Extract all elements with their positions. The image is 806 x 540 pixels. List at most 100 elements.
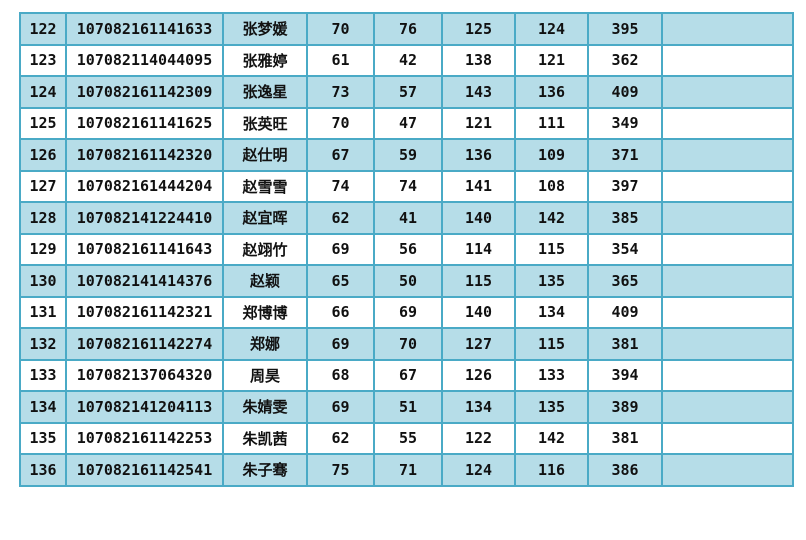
total-score-cell: 381 <box>587 327 663 361</box>
score-1-cell: 67 <box>306 138 375 172</box>
total-score-cell: 385 <box>587 201 663 235</box>
candidate-id-cell: 107082114044095 <box>65 43 224 77</box>
row-number-cell: 131 <box>19 295 67 329</box>
score-3-cell: 138 <box>441 43 516 77</box>
remark-cell <box>661 75 794 109</box>
table-row: 127 107082161444204 赵雪雪 74 74 141 108 397 <box>19 169 794 203</box>
remark-cell <box>661 201 794 235</box>
remark-cell <box>661 295 794 329</box>
score-3-cell: 141 <box>441 169 516 203</box>
candidate-name-cell: 郑娜 <box>222 327 308 361</box>
score-1-cell: 65 <box>306 264 375 298</box>
remark-cell <box>661 390 794 424</box>
score-4-cell: 135 <box>514 390 589 424</box>
score-1-cell: 68 <box>306 358 375 392</box>
score-4-cell: 142 <box>514 201 589 235</box>
table-row: 123 107082114044095 张雅婷 61 42 138 121 362 <box>19 43 794 77</box>
row-number-cell: 129 <box>19 232 67 266</box>
row-number-cell: 135 <box>19 421 67 455</box>
score-3-cell: 124 <box>441 453 516 487</box>
table-row: 135 107082161142253 朱凯茜 62 55 122 142 381 <box>19 421 794 455</box>
row-number-cell: 128 <box>19 201 67 235</box>
candidate-name-cell: 赵雪雪 <box>222 169 308 203</box>
score-4-cell: 116 <box>514 453 589 487</box>
score-2-cell: 41 <box>373 201 443 235</box>
table-row: 133 107082137064320 周昊 68 67 126 133 394 <box>19 358 794 392</box>
score-4-cell: 124 <box>514 12 589 46</box>
candidate-id-cell: 107082161444204 <box>65 169 224 203</box>
row-number-cell: 130 <box>19 264 67 298</box>
score-1-cell: 70 <box>306 106 375 140</box>
remark-cell <box>661 138 794 172</box>
total-score-cell: 381 <box>587 421 663 455</box>
total-score-cell: 354 <box>587 232 663 266</box>
table-row: 126 107082161142320 赵仕明 67 59 136 109 371 <box>19 138 794 172</box>
row-number-cell: 133 <box>19 358 67 392</box>
score-4-cell: 142 <box>514 421 589 455</box>
score-4-cell: 133 <box>514 358 589 392</box>
total-score-cell: 362 <box>587 43 663 77</box>
score-1-cell: 69 <box>306 232 375 266</box>
score-2-cell: 59 <box>373 138 443 172</box>
score-4-cell: 108 <box>514 169 589 203</box>
candidate-name-cell: 朱子骞 <box>222 453 308 487</box>
table-row: 128 107082141224410 赵宜晖 62 41 140 142 385 <box>19 201 794 235</box>
remark-cell <box>661 264 794 298</box>
score-1-cell: 75 <box>306 453 375 487</box>
candidate-id-cell: 107082161141643 <box>65 232 224 266</box>
candidate-id-cell: 107082141414376 <box>65 264 224 298</box>
score-1-cell: 62 <box>306 421 375 455</box>
row-number-cell: 125 <box>19 106 67 140</box>
score-4-cell: 109 <box>514 138 589 172</box>
candidate-name-cell: 赵仕明 <box>222 138 308 172</box>
score-1-cell: 73 <box>306 75 375 109</box>
total-score-cell: 397 <box>587 169 663 203</box>
row-number-cell: 124 <box>19 75 67 109</box>
score-3-cell: 126 <box>441 358 516 392</box>
score-2-cell: 76 <box>373 12 443 46</box>
score-4-cell: 136 <box>514 75 589 109</box>
candidate-id-cell: 107082141204113 <box>65 390 224 424</box>
row-number-cell: 126 <box>19 138 67 172</box>
row-number-cell: 132 <box>19 327 67 361</box>
score-3-cell: 140 <box>441 201 516 235</box>
total-score-cell: 389 <box>587 390 663 424</box>
score-2-cell: 69 <box>373 295 443 329</box>
total-score-cell: 365 <box>587 264 663 298</box>
table-body: 122 107082161141633 张梦媛 70 76 125 124 395 123 107… <box>19 12 794 487</box>
score-3-cell: 125 <box>441 12 516 46</box>
score-2-cell: 55 <box>373 421 443 455</box>
score-2-cell: 70 <box>373 327 443 361</box>
table-row: 131 107082161142321 郑博博 66 69 140 134 409 <box>19 295 794 329</box>
candidate-name-cell: 赵颖 <box>222 264 308 298</box>
score-2-cell: 74 <box>373 169 443 203</box>
candidate-id-cell: 107082137064320 <box>65 358 224 392</box>
remark-cell <box>661 453 794 487</box>
remark-cell <box>661 421 794 455</box>
candidate-name-cell: 赵宜晖 <box>222 201 308 235</box>
score-3-cell: 140 <box>441 295 516 329</box>
score-4-cell: 111 <box>514 106 589 140</box>
total-score-cell: 386 <box>587 453 663 487</box>
score-2-cell: 57 <box>373 75 443 109</box>
table-row: 132 107082161142274 郑娜 69 70 127 115 381 <box>19 327 794 361</box>
score-4-cell: 115 <box>514 232 589 266</box>
remark-cell <box>661 358 794 392</box>
table-row: 125 107082161141625 张英旺 70 47 121 111 349 <box>19 106 794 140</box>
table-row: 130 107082141414376 赵颖 65 50 115 135 365 <box>19 264 794 298</box>
row-number-cell: 127 <box>19 169 67 203</box>
score-1-cell: 62 <box>306 201 375 235</box>
candidate-id-cell: 107082161142253 <box>65 421 224 455</box>
total-score-cell: 395 <box>587 12 663 46</box>
candidate-id-cell: 107082161142274 <box>65 327 224 361</box>
candidate-id-cell: 107082161142541 <box>65 453 224 487</box>
total-score-cell: 371 <box>587 138 663 172</box>
candidate-name-cell: 张梦媛 <box>222 12 308 46</box>
candidate-id-cell: 107082161141633 <box>65 12 224 46</box>
remark-cell <box>661 232 794 266</box>
candidate-id-cell: 107082161142320 <box>65 138 224 172</box>
score-2-cell: 71 <box>373 453 443 487</box>
score-1-cell: 69 <box>306 327 375 361</box>
row-number-cell: 123 <box>19 43 67 77</box>
score-1-cell: 70 <box>306 12 375 46</box>
